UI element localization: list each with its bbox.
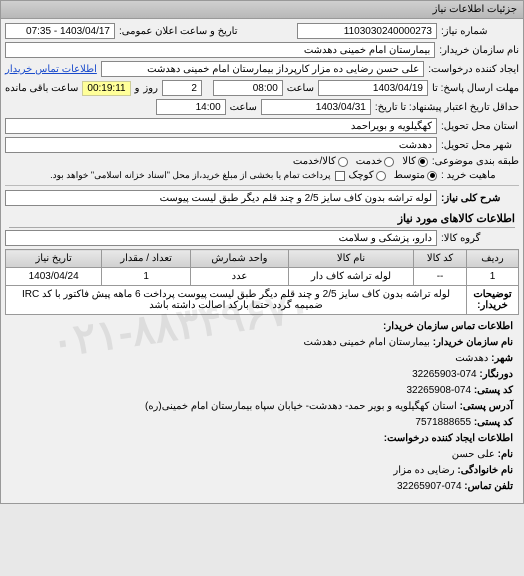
th-code: کد کالا [414, 250, 467, 268]
note-row: توضیحات خریدار: لوله تراشه بدون کاف سایز… [6, 286, 519, 315]
th-row: ردیف [467, 250, 519, 268]
radio-small[interactable] [376, 171, 386, 181]
label-category: طبقه بندی موضوعی: [432, 156, 519, 167]
label-city: شهر محل تحویل: [441, 140, 519, 151]
label-remaining: ساعت باقی مانده [5, 83, 78, 94]
field-need-title: لوله تراشه بدون کاف سایز 2/5 و چند قلم د… [5, 190, 437, 206]
field-province: کهگیلویه و بویراحمد [5, 118, 437, 134]
field-req-no: 1103030240000273 [297, 23, 437, 39]
purchase-note: پرداخت تمام یا بخشی از مبلغ خرید،از محل … [50, 170, 330, 181]
field-deadline-date: 1403/04/19 [318, 80, 428, 96]
field-buyer: بیمارستان امام خمینی دهدشت [5, 42, 435, 58]
field-announce: 1403/04/17 - 07:35 [5, 23, 115, 39]
label-day: روز [143, 83, 158, 94]
buyer-contact-link[interactable]: اطلاعات تماس خریدار [5, 64, 97, 75]
label-valid: حداقل تاریخ اعتبار پیشنهاد: تا تاریخ: [375, 102, 519, 113]
goods-table: ردیف کد کالا نام کالا واحد شمارش تعداد /… [5, 249, 519, 315]
radio-both[interactable] [338, 157, 348, 167]
label-announce: تاریخ و ساعت اعلان عمومی: [119, 26, 238, 37]
nature-radio-group: متوسط کوچک [349, 170, 437, 181]
field-deadline-time: 08:00 [213, 80, 283, 96]
explain-text: لوله تراشه بدون کاف سایز 2/5 و چند قلم د… [6, 286, 467, 315]
table-row[interactable]: 1 -- لوله تراشه کاف دار عدد 1 1403/04/24 [6, 268, 519, 286]
label-requester: ایجاد کننده درخواست: [428, 64, 519, 75]
label-buyer: نام سازمان خریدار: [439, 45, 519, 56]
category-radio-group: کالا خدمت کالا/خدمت [293, 156, 428, 167]
label-need-title: شرح کلی نیاز: [441, 193, 519, 204]
th-name: نام کالا [289, 250, 414, 268]
label-and: و [135, 83, 140, 94]
details-panel: جزئیات اطلاعات نیاز شماره نیاز: 11030302… [0, 0, 524, 504]
th-date: تاریخ نیاز [6, 250, 102, 268]
label-group: گروه کالا: [441, 233, 519, 244]
field-days: 2 [162, 80, 202, 96]
goods-section-title: اطلاعات کالاهای مورد نیاز [9, 212, 515, 228]
treasury-checkbox[interactable] [335, 171, 345, 181]
label-deadline: مهلت ارسال پاسخ: تا [432, 83, 519, 94]
field-requester: علی حسن رضایی ده مزار کارپرداز بیمارستان… [101, 61, 424, 77]
label-province: استان محل تحویل: [441, 121, 519, 132]
label-req-no: شماره نیاز: [441, 26, 519, 37]
radio-kala[interactable] [418, 157, 428, 167]
label-nature: ماهیت خرید : [441, 170, 519, 181]
panel-header: جزئیات اطلاعات نیاز [1, 1, 523, 19]
requester-title: اطلاعات ایجاد کننده درخواست: [11, 431, 513, 447]
field-remaining: 00:19:11 [82, 81, 130, 96]
label-explain: توضیحات خریدار: [467, 286, 519, 315]
field-city: دهدشت [5, 137, 437, 153]
label-time2: ساعت [230, 102, 257, 113]
label-time1: ساعت [287, 83, 314, 94]
table-header-row: ردیف کد کالا نام کالا واحد شمارش تعداد /… [6, 250, 519, 268]
field-valid-time: 14:00 [156, 99, 226, 115]
th-qty: تعداد / مقدار [102, 250, 191, 268]
radio-khedmat[interactable] [384, 157, 394, 167]
radio-medium[interactable] [427, 171, 437, 181]
contact-title: اطلاعات تماس سازمان خریدار: [11, 319, 513, 335]
contact-block: اطلاعات تماس سازمان خریدار: نام سازمان خ… [5, 315, 519, 499]
form-area: شماره نیاز: 1103030240000273 تاریخ و ساع… [1, 19, 523, 503]
field-group: دارو، پزشکی و سلامت [5, 230, 437, 246]
th-unit: واحد شمارش [190, 250, 288, 268]
field-valid-date: 1403/04/31 [261, 99, 371, 115]
